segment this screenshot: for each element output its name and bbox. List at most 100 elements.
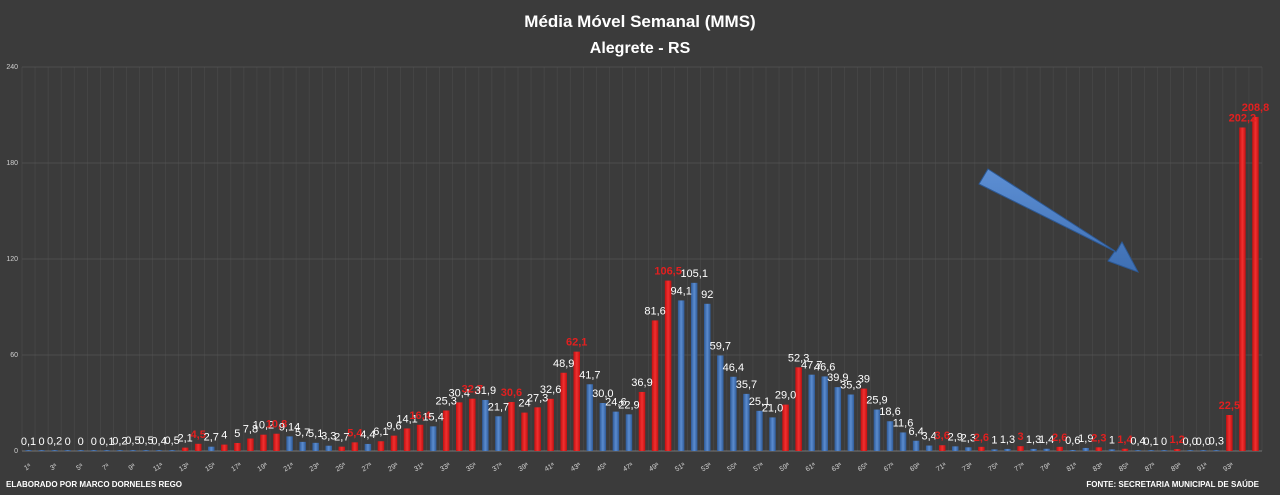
bar-week-34 [456, 402, 463, 451]
data-label-week-10: 0,5 [138, 435, 153, 447]
data-label-week-62: 46,6 [814, 361, 835, 373]
data-label-week-7: 0,1 [99, 436, 114, 448]
data-label-week-46: 24,6 [605, 397, 626, 409]
bar-week-9 [129, 450, 137, 451]
bar-week-81 [1069, 450, 1076, 451]
data-label-week-89: 1,2 [1170, 434, 1185, 446]
data-label-week-40: 27,3 [527, 392, 548, 404]
data-label-week-86: 0,4 [1130, 435, 1145, 447]
bar-week-12 [168, 450, 176, 451]
x-tick-label: 31ª [413, 462, 426, 473]
bar-week-16 [221, 444, 228, 451]
bar-week-11 [155, 450, 163, 451]
bar-week-33 [442, 410, 450, 451]
data-label-week-51: 94,1 [670, 285, 691, 297]
bar-week-64 [847, 394, 855, 451]
data-label-week-47: 22,9 [618, 399, 639, 411]
data-label-week-88: 0 [1161, 436, 1167, 448]
x-tick-label: 75ª [987, 462, 1000, 473]
bar-week-63 [834, 387, 842, 451]
data-label-week-71: 3,6 [935, 430, 950, 442]
data-label-week-28: 6,1 [373, 426, 388, 438]
data-label-week-82: 1,9 [1078, 433, 1093, 445]
data-label-week-81: 0,6 [1065, 435, 1080, 447]
chart-subtitle: Alegrete - RS [590, 40, 691, 57]
x-tick-label: 5ª [75, 463, 84, 473]
bar-week-83 [1095, 447, 1103, 451]
data-label-week-91: 0,0 [1196, 436, 1211, 448]
data-label-week-1: 0,1 [21, 436, 36, 448]
x-tick-label: 93ª [1222, 462, 1235, 473]
data-label-week-4: 0 [65, 436, 71, 448]
x-tick-label: 47ª [622, 462, 635, 473]
data-label-week-67: 18,6 [879, 406, 900, 418]
bar-week-24 [325, 445, 332, 451]
bar-week-15 [208, 446, 215, 451]
data-label-week-34: 30,4 [449, 387, 470, 399]
data-label-week-63: 39,9 [827, 372, 848, 384]
data-label-week-52: 105,1 [680, 268, 708, 280]
bar-week-56 [743, 393, 750, 451]
data-label-week-68: 11,6 [893, 417, 914, 429]
bar-week-59 [782, 404, 789, 451]
bar-week-88 [1160, 450, 1168, 451]
data-label-week-27: 4,4 [360, 429, 375, 441]
bar-week-61 [808, 374, 815, 451]
x-tick-label: 69ª [909, 462, 922, 473]
bar-week-30 [403, 428, 411, 451]
data-label-week-13: 2,1 [178, 433, 193, 445]
data-label-week-16: 4 [221, 430, 227, 442]
data-label-week-6: 0 [91, 436, 97, 448]
data-label-week-12: 0,5 [164, 435, 179, 447]
data-label-week-53: 92 [701, 289, 713, 301]
labels-layer: 0,1 0 0,2 0 0 0 0,10,20,50,50,40,52,14,52,7 4 5 7… [21, 102, 1269, 448]
data-label-week-95: 208,8 [1242, 102, 1270, 114]
bar-week-20 [273, 433, 280, 451]
bar-week-19 [260, 434, 267, 451]
bar-week-67 [886, 421, 894, 451]
data-label-week-43: 62,1 [566, 337, 587, 349]
data-label-week-18: 7,8 [243, 424, 258, 436]
bar-week-69 [912, 440, 920, 451]
x-tick-label: 9ª [128, 463, 137, 473]
bar-week-50 [664, 280, 672, 451]
data-label-week-44: 41,7 [579, 369, 600, 381]
bar-week-2 [38, 450, 45, 451]
x-tick-label: 89ª [1170, 462, 1183, 473]
bar-week-32 [429, 426, 437, 451]
data-label-week-38: 30,6 [501, 387, 522, 399]
y-tick-label: 0 [14, 448, 18, 455]
bar-week-1 [25, 450, 32, 451]
bar-week-26 [351, 442, 359, 451]
data-label-week-83: 2,3 [1091, 432, 1106, 444]
bar-week-75 [991, 449, 998, 451]
y-tick-label: 60 [10, 352, 18, 359]
data-label-week-2: 0 [39, 436, 45, 448]
bar-week-52 [690, 282, 698, 451]
x-tick-label: 43ª [570, 462, 583, 473]
data-label-week-65: 39 [858, 374, 870, 386]
y-tick-label: 120 [6, 256, 18, 263]
data-label-week-55: 46,4 [723, 362, 744, 374]
x-tick-label: 77ª [1014, 462, 1027, 473]
data-label-week-70: 3,4 [922, 431, 937, 443]
bar-week-47 [625, 414, 633, 451]
data-label-week-19: 10,2 [253, 420, 274, 432]
data-label-week-23: 5,1 [308, 428, 323, 440]
data-label-week-25: 2,7 [334, 432, 349, 444]
bar-week-78 [1030, 448, 1037, 451]
bar-week-23 [312, 442, 319, 451]
y-tick-label: 180 [6, 160, 18, 167]
data-label-week-60: 52,3 [788, 352, 809, 364]
x-tick-label: 41ª [544, 462, 557, 473]
bar-week-57 [756, 410, 763, 451]
data-label-week-37: 21,7 [488, 401, 509, 413]
bar-week-4 [64, 450, 71, 451]
xticks-layer: 1ª 3ª 5ª 7ª 9ª 11ª 13ª 15ª 17ª 19ª 21ª 23ª 25ª 27ª 29ª… [23, 462, 1235, 473]
bar-week-36 [482, 399, 489, 451]
trend-arrow-annotation [978, 168, 1140, 273]
bar-week-80 [1056, 446, 1063, 451]
